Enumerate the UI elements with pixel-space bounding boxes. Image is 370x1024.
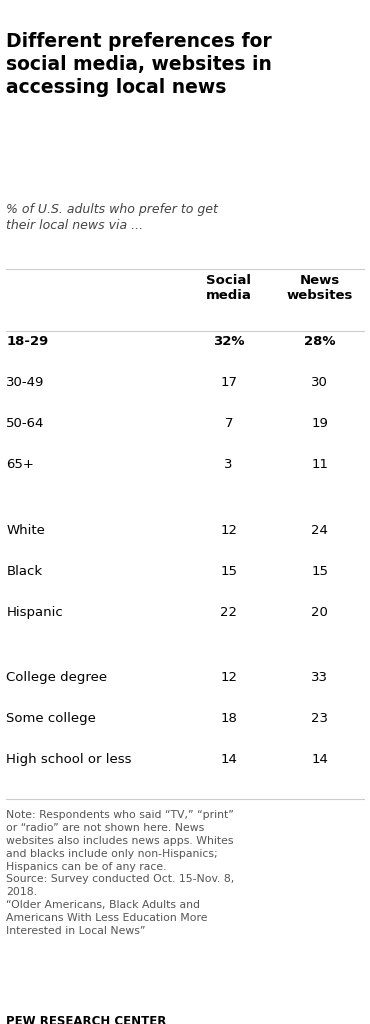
Text: PEW RESEARCH CENTER: PEW RESEARCH CENTER xyxy=(6,1016,167,1024)
Text: White: White xyxy=(6,523,45,537)
Text: 19: 19 xyxy=(312,418,328,430)
Text: % of U.S. adults who prefer to get
their local news via ...: % of U.S. adults who prefer to get their… xyxy=(6,203,218,231)
Text: 22: 22 xyxy=(220,605,237,618)
Text: 17: 17 xyxy=(220,377,237,389)
Text: College degree: College degree xyxy=(6,671,108,684)
Text: 24: 24 xyxy=(312,523,328,537)
Text: High school or less: High school or less xyxy=(6,753,132,766)
Text: Different preferences for
social media, websites in
accessing local news: Different preferences for social media, … xyxy=(6,32,272,96)
Text: Some college: Some college xyxy=(6,712,96,725)
Text: Social
media: Social media xyxy=(206,274,252,302)
Text: Black: Black xyxy=(6,564,43,578)
Text: 12: 12 xyxy=(220,671,237,684)
Text: 33: 33 xyxy=(311,671,328,684)
Text: 30-49: 30-49 xyxy=(6,377,45,389)
Text: Hispanic: Hispanic xyxy=(6,605,63,618)
Text: 12: 12 xyxy=(220,523,237,537)
Text: 18: 18 xyxy=(220,712,237,725)
Text: Note: Respondents who said “TV,” “print”
or “radio” are not shown here. News
web: Note: Respondents who said “TV,” “print”… xyxy=(6,810,235,936)
Text: 7: 7 xyxy=(225,418,233,430)
Text: 15: 15 xyxy=(220,564,237,578)
Text: 15: 15 xyxy=(311,564,328,578)
Text: 20: 20 xyxy=(312,605,328,618)
Text: 23: 23 xyxy=(311,712,328,725)
Text: News
websites: News websites xyxy=(287,274,353,302)
Text: 30: 30 xyxy=(312,377,328,389)
Text: 14: 14 xyxy=(220,753,237,766)
Text: 18-29: 18-29 xyxy=(6,336,49,348)
Text: 3: 3 xyxy=(225,459,233,471)
Text: 32%: 32% xyxy=(213,336,245,348)
Text: 11: 11 xyxy=(311,459,328,471)
Text: 50-64: 50-64 xyxy=(6,418,45,430)
Text: 14: 14 xyxy=(312,753,328,766)
Text: 65+: 65+ xyxy=(6,459,34,471)
Text: 28%: 28% xyxy=(304,336,336,348)
